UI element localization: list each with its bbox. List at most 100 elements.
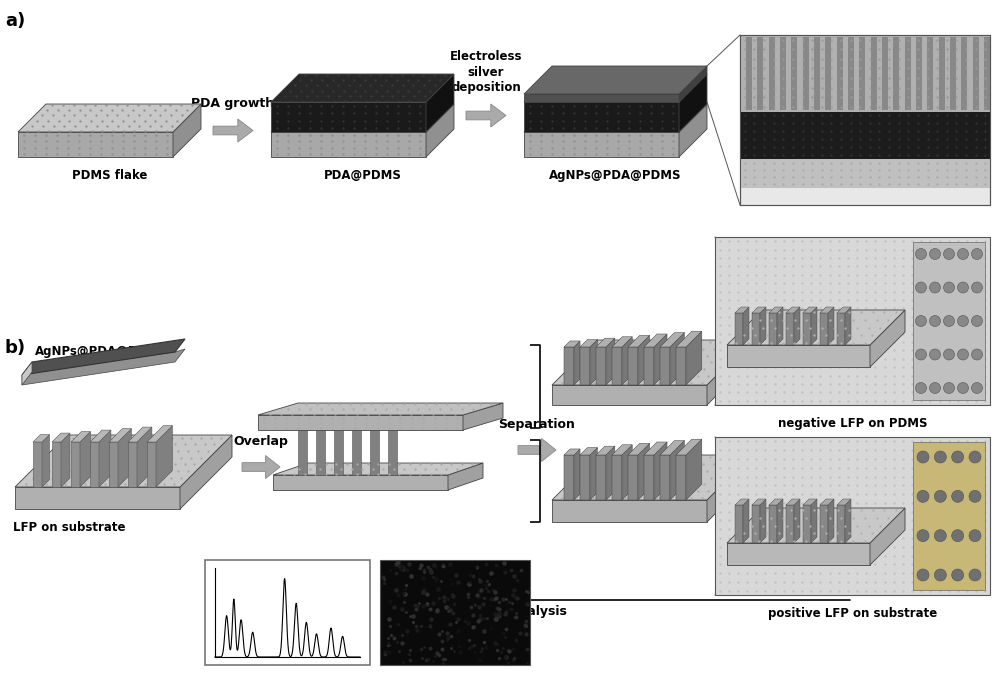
Polygon shape	[769, 499, 783, 505]
Text: negative LFP on PDMS: negative LFP on PDMS	[778, 417, 927, 430]
Text: AgNPs@PDA@PDMS: AgNPs@PDA@PDMS	[549, 169, 682, 182]
Text: positive LFP on substrate: positive LFP on substrate	[768, 607, 937, 620]
Polygon shape	[727, 345, 870, 367]
Circle shape	[969, 451, 981, 463]
Circle shape	[930, 282, 941, 293]
Polygon shape	[524, 104, 707, 132]
Polygon shape	[752, 313, 760, 345]
Polygon shape	[622, 336, 632, 385]
Polygon shape	[786, 307, 800, 313]
Polygon shape	[760, 499, 766, 543]
Text: Raman analysis: Raman analysis	[457, 605, 567, 619]
Polygon shape	[463, 403, 503, 430]
Text: Separation: Separation	[499, 418, 575, 431]
Polygon shape	[273, 463, 483, 475]
Circle shape	[969, 569, 981, 581]
Polygon shape	[769, 505, 777, 543]
Polygon shape	[622, 445, 632, 500]
Polygon shape	[735, 499, 749, 505]
Polygon shape	[564, 347, 574, 385]
Polygon shape	[606, 338, 615, 385]
Polygon shape	[794, 499, 800, 543]
Polygon shape	[845, 499, 851, 543]
Polygon shape	[676, 439, 702, 455]
Circle shape	[916, 349, 927, 360]
Polygon shape	[524, 66, 707, 94]
Circle shape	[972, 349, 982, 360]
Bar	[334, 430, 343, 475]
Bar	[316, 430, 325, 475]
Polygon shape	[679, 74, 707, 132]
Polygon shape	[644, 455, 654, 500]
Polygon shape	[180, 435, 232, 509]
Bar	[984, 37, 990, 110]
Polygon shape	[837, 499, 851, 505]
Polygon shape	[552, 385, 707, 405]
Circle shape	[916, 248, 927, 259]
Circle shape	[934, 569, 946, 581]
Polygon shape	[22, 349, 185, 385]
Bar	[298, 430, 307, 475]
Polygon shape	[90, 442, 99, 487]
Circle shape	[944, 315, 954, 326]
Bar	[916, 37, 922, 110]
Polygon shape	[580, 347, 590, 385]
Polygon shape	[596, 347, 606, 385]
FancyBboxPatch shape	[715, 237, 990, 405]
Polygon shape	[33, 435, 49, 442]
Circle shape	[934, 529, 946, 542]
Bar	[859, 37, 865, 110]
Polygon shape	[258, 403, 503, 415]
FancyBboxPatch shape	[740, 35, 990, 205]
Polygon shape	[213, 119, 253, 142]
Circle shape	[916, 315, 927, 326]
Circle shape	[969, 490, 981, 502]
Circle shape	[952, 569, 964, 581]
Polygon shape	[415, 600, 457, 624]
Circle shape	[957, 383, 969, 393]
Polygon shape	[448, 463, 483, 490]
Polygon shape	[707, 455, 752, 522]
Circle shape	[957, 349, 969, 360]
Bar	[370, 430, 379, 475]
Text: PDA@PDMS: PDA@PDMS	[324, 169, 401, 182]
Polygon shape	[679, 104, 707, 157]
Polygon shape	[837, 307, 851, 313]
Circle shape	[930, 248, 941, 259]
Polygon shape	[679, 66, 707, 102]
Polygon shape	[638, 443, 650, 500]
Polygon shape	[271, 132, 426, 157]
Bar	[825, 37, 831, 110]
Circle shape	[944, 282, 954, 293]
Polygon shape	[676, 331, 702, 347]
Polygon shape	[61, 433, 70, 487]
Circle shape	[972, 248, 982, 259]
Polygon shape	[22, 362, 32, 385]
Polygon shape	[676, 347, 686, 385]
Circle shape	[934, 490, 946, 502]
Polygon shape	[156, 426, 172, 487]
Circle shape	[952, 451, 964, 463]
Polygon shape	[71, 442, 80, 487]
Polygon shape	[564, 341, 580, 347]
Polygon shape	[777, 499, 783, 543]
Bar	[814, 37, 820, 110]
Polygon shape	[743, 307, 749, 345]
Bar	[803, 37, 809, 110]
Polygon shape	[777, 307, 783, 345]
Polygon shape	[590, 447, 597, 500]
Polygon shape	[828, 307, 834, 345]
Polygon shape	[590, 340, 597, 385]
Text: PDMS flake: PDMS flake	[72, 169, 147, 182]
Polygon shape	[612, 347, 622, 385]
Bar	[746, 37, 752, 110]
Circle shape	[917, 569, 929, 581]
Text: AgNPs@PDA@PDMS: AgNPs@PDA@PDMS	[35, 345, 168, 358]
Text: Electroless
silver
deposition: Electroless silver deposition	[450, 51, 522, 93]
Polygon shape	[628, 335, 650, 347]
Polygon shape	[638, 335, 650, 385]
Polygon shape	[524, 102, 679, 132]
Polygon shape	[820, 313, 828, 345]
Bar	[893, 37, 899, 110]
Polygon shape	[803, 313, 811, 345]
